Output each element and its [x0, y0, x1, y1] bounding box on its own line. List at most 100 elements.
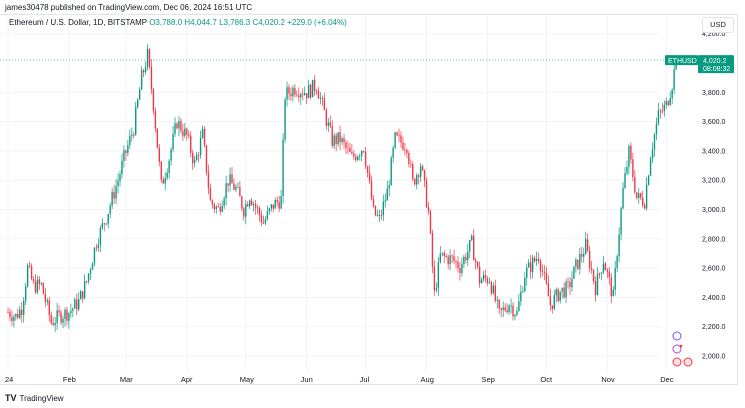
- candle-body: [266, 211, 269, 220]
- chart-frame: [0, 14, 738, 385]
- candle-body: [353, 153, 355, 157]
- candle-body: [357, 156, 359, 160]
- candle-body: [628, 145, 630, 167]
- candle-body: [284, 99, 286, 140]
- candle-body: [671, 89, 673, 99]
- ohlc-high: H4,044.7: [184, 18, 217, 27]
- currency-button[interactable]: USD: [702, 17, 734, 33]
- candle-body: [248, 200, 251, 207]
- candle-body: [651, 149, 654, 159]
- candle-body: [28, 265, 31, 267]
- candle-body: [557, 289, 559, 302]
- candle-body: [311, 79, 314, 98]
- candle-body: [510, 305, 512, 307]
- candle-body: [586, 239, 589, 251]
- candle-body: [524, 277, 526, 292]
- candle-body: [449, 255, 451, 265]
- candle-body: [201, 128, 204, 139]
- candle-body: [60, 312, 62, 323]
- y-tick-label: 2,200.0: [702, 324, 725, 331]
- candle-body: [123, 150, 125, 161]
- candle-body: [233, 183, 235, 190]
- candle-body: [203, 128, 206, 146]
- candle-body: [555, 289, 557, 296]
- candle-body: [467, 251, 469, 261]
- candle-body: [286, 87, 288, 100]
- candle-body: [494, 285, 497, 301]
- candle-body: [549, 296, 552, 306]
- candle-body: [404, 149, 406, 151]
- candle-body: [535, 258, 538, 262]
- candle-body: [386, 188, 388, 201]
- candle-body: [250, 200, 253, 206]
- candle-body: [547, 283, 550, 297]
- candle-body: [213, 204, 216, 209]
- candle-body: [184, 128, 186, 136]
- candle-body: [643, 205, 646, 209]
- candle-body: [518, 301, 520, 311]
- price-tag-value: 4,020.2: [703, 58, 726, 65]
- candle-body: [205, 145, 208, 173]
- y-tick-label: 4,200.0: [702, 31, 725, 38]
- candle-body: [144, 67, 147, 73]
- candle-body: [215, 206, 217, 209]
- candle-body: [160, 161, 162, 180]
- y-tick-label: 2,400.0: [702, 295, 725, 302]
- candle-body: [274, 200, 276, 209]
- candle-body: [577, 259, 579, 269]
- candle-body: [26, 265, 29, 287]
- candle-body: [174, 123, 176, 134]
- price-tag: [698, 55, 734, 74]
- candle-body: [606, 270, 609, 272]
- candle-body: [13, 316, 15, 322]
- candle-body: [604, 263, 607, 271]
- y-tick-label: 2,800.0: [702, 236, 725, 243]
- candle-body: [600, 272, 603, 274]
- candle-body: [614, 268, 616, 290]
- candle-body: [394, 132, 396, 148]
- candle-body: [335, 135, 337, 144]
- x-tick-label: Mar: [120, 375, 133, 384]
- candle-body: [131, 134, 133, 136]
- candle-body: [669, 98, 671, 105]
- y-tick-label: 3,600.0: [702, 119, 725, 126]
- candle-body: [48, 300, 50, 316]
- candle-body: [186, 128, 188, 135]
- candle-body: [288, 87, 290, 94]
- candle-body: [457, 261, 459, 269]
- candle-body: [602, 263, 605, 273]
- candle-body: [152, 89, 155, 111]
- candle-body: [42, 283, 45, 294]
- candle-body: [543, 271, 546, 273]
- candle-body: [89, 269, 92, 274]
- candle-body: [101, 223, 104, 228]
- candle-body: [172, 133, 174, 150]
- candle-body: [58, 310, 60, 313]
- candle-body: [176, 123, 178, 129]
- candle-body: [113, 191, 115, 199]
- candle-body: [23, 300, 25, 315]
- candle-body: [64, 309, 66, 319]
- candle-body: [254, 204, 257, 208]
- candle-body: [221, 205, 223, 212]
- candle-body: [451, 255, 453, 257]
- candle-body: [647, 175, 650, 185]
- candle-body: [207, 172, 210, 188]
- candle-body: [241, 196, 243, 209]
- candle-body: [663, 104, 666, 112]
- candle-body: [362, 151, 365, 152]
- candle-body: [140, 70, 143, 90]
- x-tick-label: May: [240, 375, 254, 384]
- candle-body: [618, 234, 620, 257]
- candle-body: [585, 239, 587, 255]
- candle-body: [276, 200, 278, 203]
- candle-body: [343, 138, 345, 143]
- candle-body: [164, 178, 166, 184]
- candle-body: [235, 186, 237, 190]
- candle-body: [355, 156, 357, 160]
- symbol-name: Ethereum / U.S. Dollar, 1D, BITSTAMP: [9, 18, 147, 27]
- candle-body: [325, 110, 328, 126]
- candle-body: [514, 314, 516, 317]
- candle-body: [298, 95, 300, 98]
